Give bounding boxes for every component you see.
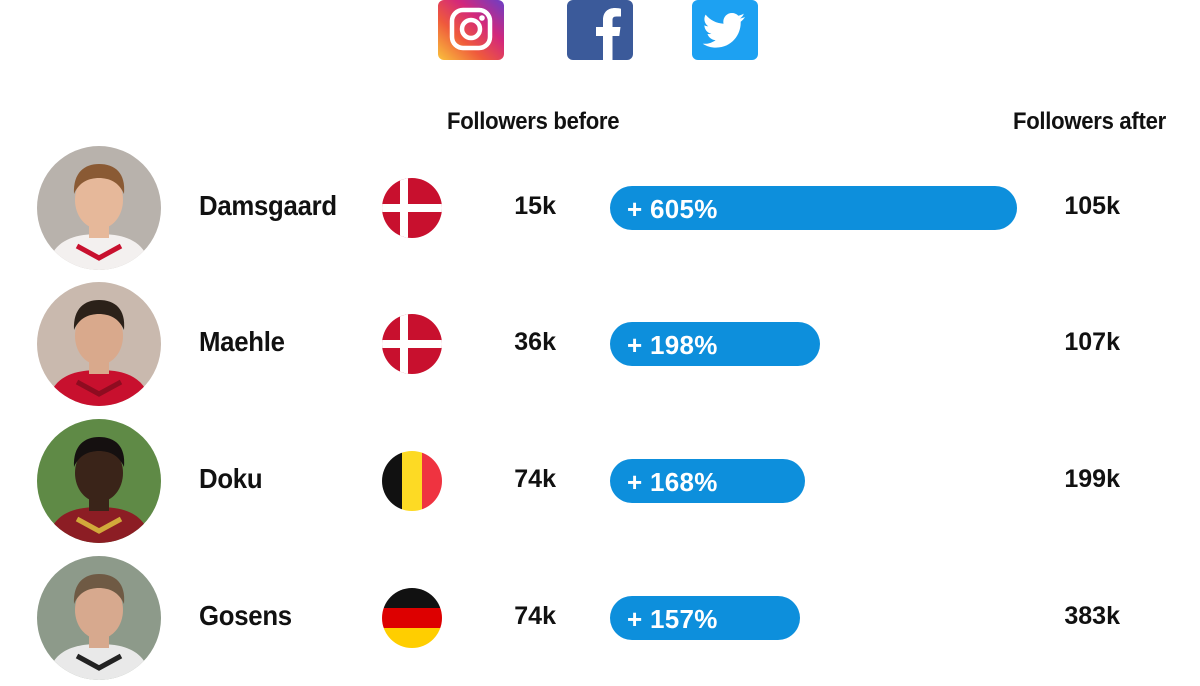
player-name: Gosens (199, 600, 292, 631)
player-name: Damsgaard (199, 190, 337, 221)
germany-flag-icon (382, 588, 442, 648)
player-row: Damsgaard 15k + 605% 105k (0, 146, 1200, 276)
player-row: Doku 74k + 168% 199k (0, 419, 1200, 549)
player-name: Maehle (199, 326, 285, 357)
player-avatar (37, 282, 161, 406)
growth-bar: + 168% (610, 459, 805, 503)
instagram-icon[interactable] (438, 0, 504, 60)
followers-after-value: 107k (1064, 328, 1120, 356)
denmark-flag-icon (382, 314, 442, 374)
player-avatar (37, 419, 161, 543)
growth-bar: + 198% (610, 322, 820, 366)
growth-bar-label: + 168% (627, 467, 718, 497)
player-avatar (37, 556, 161, 680)
growth-bar: + 605% (610, 186, 1017, 230)
followers-before-value: 74k (514, 602, 556, 630)
followers-after-value: 383k (1064, 602, 1120, 630)
growth-bar-label: + 157% (627, 604, 718, 634)
growth-bar: + 157% (610, 596, 800, 640)
followers-after-value: 199k (1064, 465, 1120, 493)
denmark-flag-icon (382, 178, 442, 238)
facebook-icon[interactable] (567, 0, 633, 60)
growth-bar-label: + 605% (627, 194, 718, 224)
twitter-icon[interactable] (692, 0, 758, 60)
growth-bar-label: + 198% (627, 330, 718, 360)
player-avatar (37, 146, 161, 270)
player-name: Doku (199, 463, 263, 494)
followers-before-value: 36k (514, 328, 556, 356)
followers-after-value: 105k (1064, 192, 1120, 220)
followers-before-value: 74k (514, 465, 556, 493)
player-row: Gosens 74k + 157% 383k (0, 556, 1200, 686)
followers-after-header: Followers after (1013, 108, 1166, 135)
followers-before-value: 15k (514, 192, 556, 220)
player-row: Maehle 36k + 198% 107k (0, 282, 1200, 412)
belgium-flag-icon (382, 451, 442, 511)
followers-before-header: Followers before (447, 108, 620, 135)
